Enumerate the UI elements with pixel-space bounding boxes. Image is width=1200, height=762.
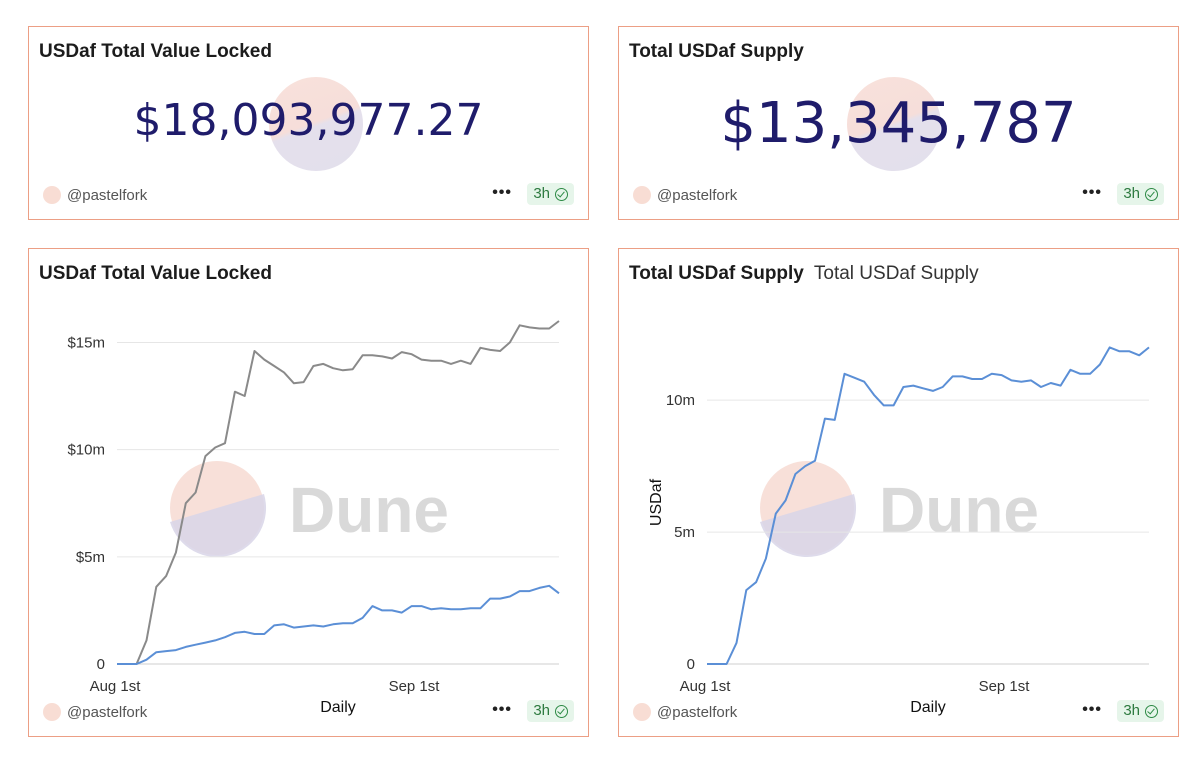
card-title: USDaf Total Value Locked — [39, 41, 272, 62]
avatar[interactable] — [633, 703, 651, 721]
chart-subtitle: Total USDaf Supply — [813, 263, 979, 284]
series-line-0 — [707, 346, 1150, 665]
dune-watermark: Dune — [760, 461, 1039, 558]
y-tick-label: 0 — [687, 656, 695, 673]
dune-watermark: Dune — [170, 461, 449, 558]
freshness-label: 3h — [533, 702, 550, 719]
freshness-label: 3h — [533, 185, 550, 202]
freshness-badge[interactable]: 3h — [1117, 700, 1164, 722]
tvl-line-chart[interactable]: Dune 0 $5m $10m $15m Aug 1st Sep 1st Daily — [29, 249, 587, 735]
dune-watermark-logo — [847, 77, 941, 171]
dune-watermark-logo — [269, 77, 363, 171]
y-tick-label: $5m — [76, 549, 105, 566]
supply-counter-card: Total USDaf Supply $13,345,787 @pastelfo… — [618, 26, 1179, 220]
freshness-badge[interactable]: 3h — [1117, 183, 1164, 205]
series-line-1 — [117, 584, 560, 665]
card-footer: @pastelfork ••• 3h — [633, 700, 1164, 724]
check-circle-icon — [1145, 187, 1158, 201]
author-link[interactable]: @pastelfork — [67, 187, 148, 204]
x-tick-label: Sep 1st — [979, 678, 1031, 695]
watermark-text: Dune — [879, 474, 1039, 546]
counter-value: $18,093,977.27 — [133, 95, 484, 146]
more-dots-icon[interactable]: ••• — [492, 184, 512, 201]
freshness-badge[interactable]: 3h — [527, 700, 574, 722]
tvl-counter-card: USDaf Total Value Locked $18,093,977.27 … — [28, 26, 589, 220]
freshness-label: 3h — [1123, 702, 1140, 719]
tvl-chart-card: USDaf Total Value Locked Dune 0 $5m $10m $15… — [28, 248, 589, 737]
chart-title: Total USDaf Supply Total USDaf Supply — [629, 263, 979, 285]
series-line-0 — [117, 320, 560, 665]
y-tick-label: $10m — [67, 442, 105, 459]
more-dots-icon[interactable]: ••• — [492, 701, 512, 718]
y-tick-label: 5m — [674, 524, 695, 541]
supply-chart-card: Total USDaf Supply Total USDaf Supply Dun… — [618, 248, 1179, 737]
chart-title-text: Total USDaf Supply — [629, 263, 804, 284]
avatar[interactable] — [633, 186, 651, 204]
chart-title: USDaf Total Value Locked — [39, 263, 272, 284]
card-footer: @pastelfork ••• 3h — [43, 700, 574, 724]
watermark-text: Dune — [289, 474, 449, 546]
supply-line-chart[interactable]: Dune 0 5m 10m Aug 1st Sep 1st Daily USDaf — [619, 249, 1177, 735]
freshness-label: 3h — [1123, 185, 1140, 202]
y-axis-title: USDaf — [648, 478, 665, 526]
watermark-circle-bottom — [170, 494, 267, 558]
y-tick-label: $15m — [67, 334, 105, 351]
more-dots-icon[interactable]: ••• — [1082, 184, 1102, 201]
y-tick-label: 0 — [97, 656, 105, 673]
check-circle-icon — [555, 704, 568, 718]
x-axis-title: Daily — [910, 699, 946, 716]
card-title: Total USDaf Supply — [629, 41, 804, 62]
watermark-circle-bottom — [760, 494, 857, 558]
card-footer: @pastelfork ••• 3h — [633, 183, 1164, 207]
avatar[interactable] — [43, 703, 61, 721]
x-tick-label: Aug 1st — [90, 678, 142, 695]
counter-value: $13,345,787 — [720, 91, 1077, 156]
check-circle-icon — [555, 187, 568, 201]
author-link[interactable]: @pastelfork — [657, 704, 738, 721]
x-tick-label: Sep 1st — [389, 678, 441, 695]
author-link[interactable]: @pastelfork — [67, 704, 148, 721]
check-circle-icon — [1145, 704, 1158, 718]
more-dots-icon[interactable]: ••• — [1082, 701, 1102, 718]
author-link[interactable]: @pastelfork — [657, 187, 738, 204]
y-tick-label: 10m — [666, 392, 695, 409]
x-tick-label: Aug 1st — [680, 678, 732, 695]
freshness-badge[interactable]: 3h — [527, 183, 574, 205]
x-axis-title: Daily — [320, 699, 356, 716]
avatar[interactable] — [43, 186, 61, 204]
card-footer: @pastelfork ••• 3h — [43, 183, 574, 207]
